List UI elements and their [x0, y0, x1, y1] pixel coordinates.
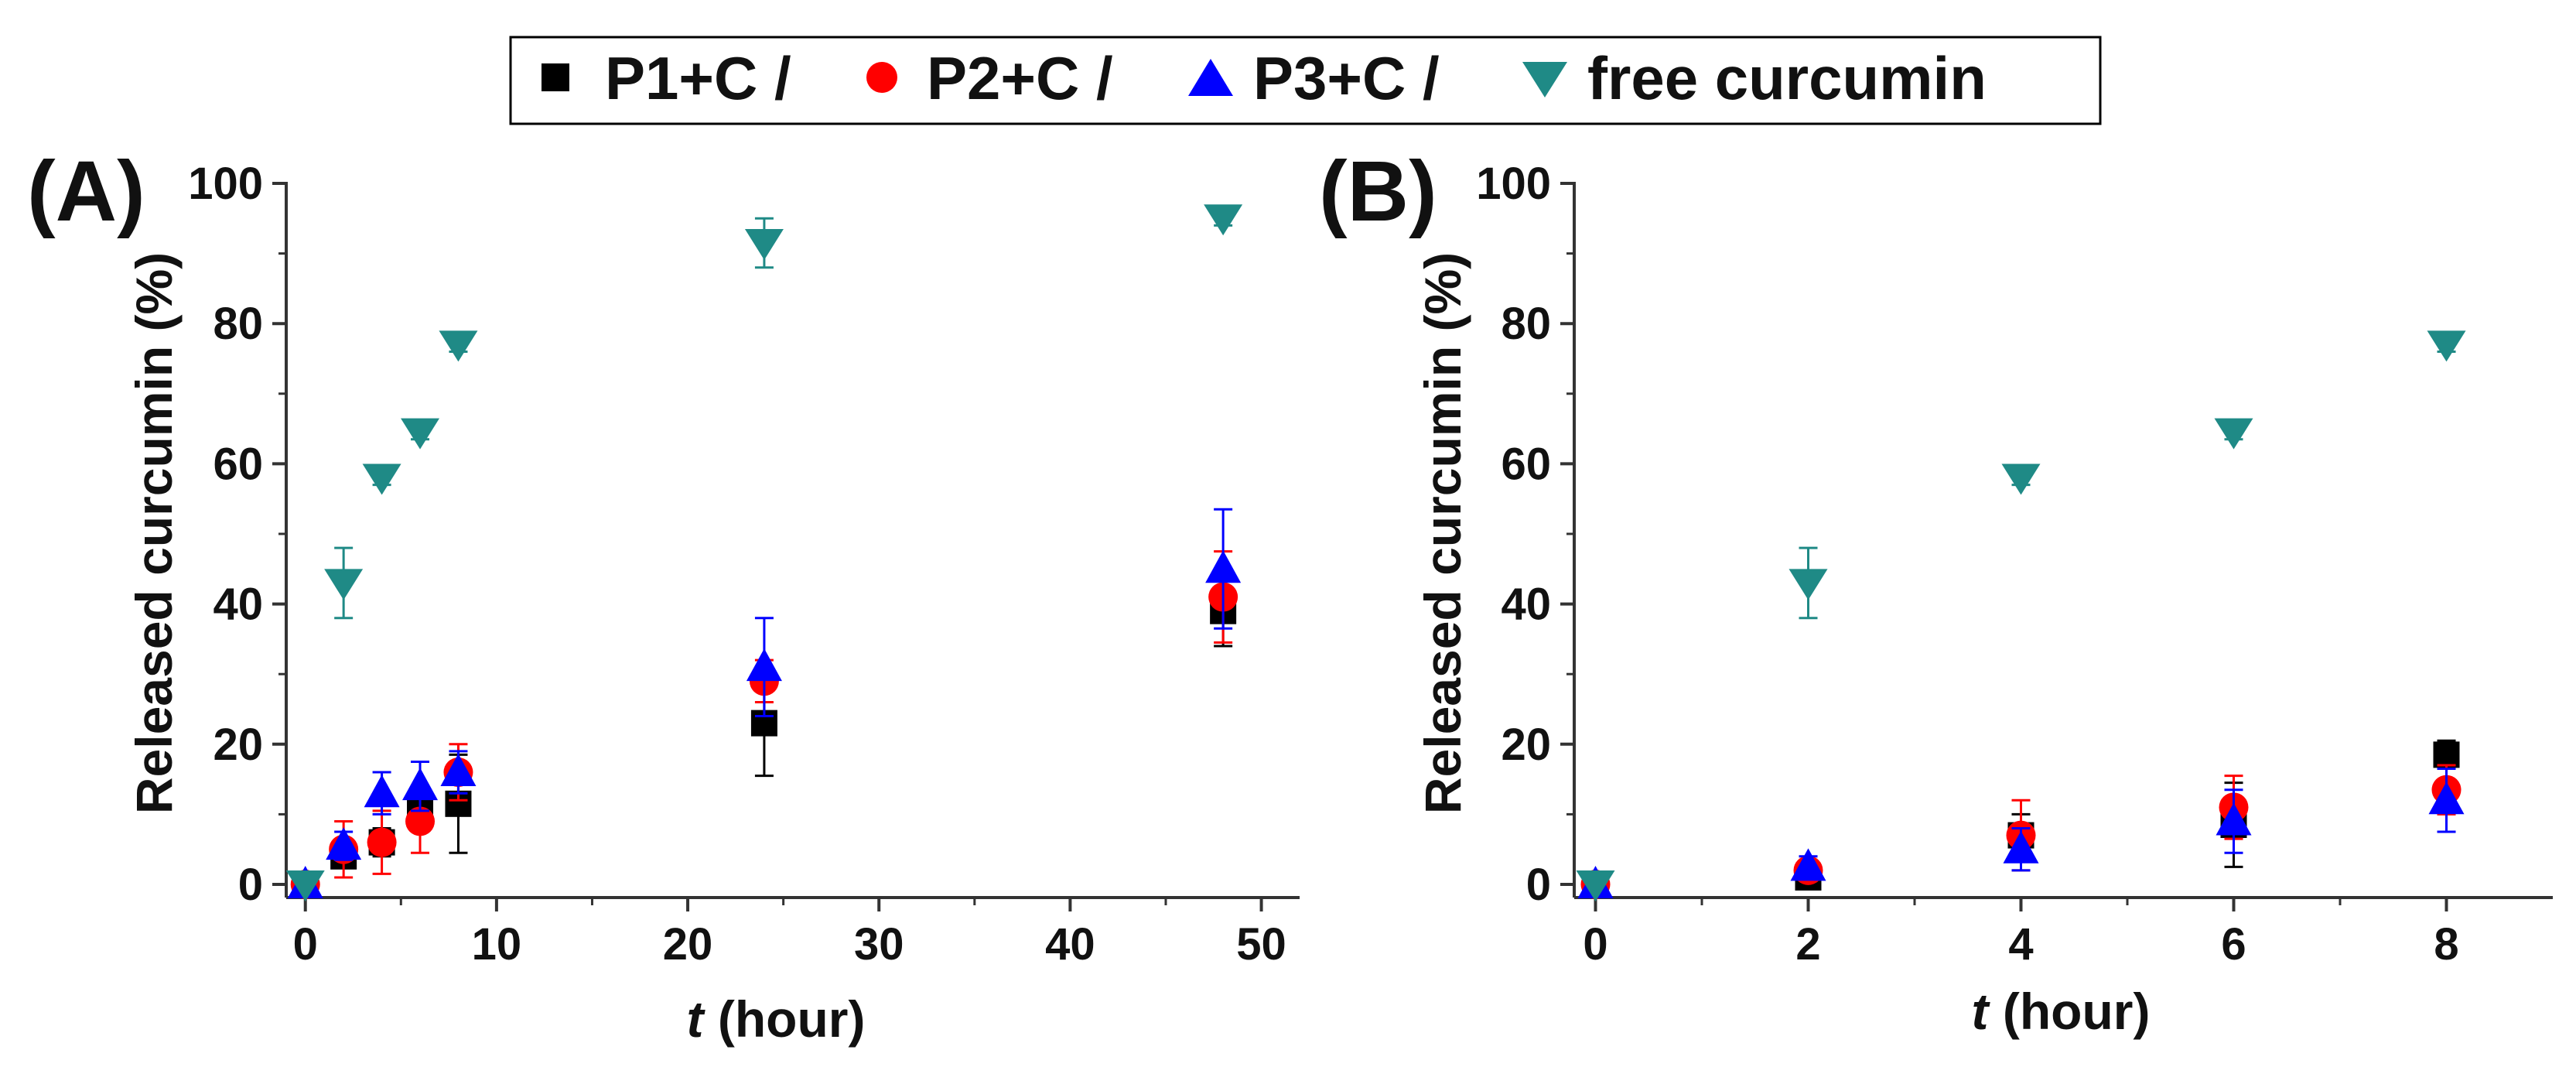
panel-b-point-p3 — [1790, 848, 1826, 881]
panel-a-xlabel-italic: t — [687, 990, 706, 1048]
panel-a-ytick-label: 0 — [238, 860, 263, 910]
panel-b-xlabel-italic: t — [1972, 983, 1991, 1040]
panel-b-ytick-label: 100 — [1476, 159, 1551, 209]
panel-b-series-p3 — [1577, 768, 2465, 898]
panel-b-series-free — [1576, 330, 2466, 901]
panel-b-ylabel: Released curcumin (%) — [1414, 252, 1471, 814]
panel-a-xlabel-rest: (hour) — [704, 990, 866, 1048]
panel-b-ytick-label: 20 — [1501, 720, 1551, 770]
panel-a-xtick-label: 30 — [854, 919, 904, 970]
panel-a-point-p2 — [405, 806, 436, 836]
panel-a-xtick-label: 50 — [1236, 919, 1286, 970]
panel-b-point-free — [2214, 418, 2253, 450]
panel-a-label: (A) — [27, 144, 145, 239]
panel-b-point-free — [2427, 330, 2466, 362]
panel-a-point-free — [362, 463, 401, 495]
panel-b-ytick-label: 80 — [1501, 299, 1551, 349]
panel-a-ylabel: Released curcumin (%) — [125, 252, 183, 814]
panel-b-xtick-label: 4 — [2008, 919, 2033, 970]
panel-a-point-free — [285, 870, 325, 901]
legend-label-free: free curcumin — [1587, 44, 1987, 112]
panel-a-plot: 0 20 40 60 80 100 0 10 20 30 40 50 — [188, 159, 1300, 970]
panel-b-xlabel: t (hour) — [1972, 983, 2151, 1040]
legend-marker-p2 — [866, 62, 897, 93]
panel-a-point-free — [1204, 204, 1243, 236]
panel-b-plot: 0 20 40 60 80 100 0 2 4 6 8 — [1476, 159, 2553, 970]
panel-a-series-free — [285, 204, 1243, 901]
panel-a-point-free — [439, 330, 478, 362]
panel-b-xtick-label: 2 — [1795, 919, 1820, 970]
panel-a-ytick-label: 80 — [213, 299, 263, 349]
panel-a-xtick-label: 0 — [293, 919, 318, 970]
panel-a-xlabel: t (hour) — [687, 990, 866, 1048]
panel-b-ytick-label: 0 — [1526, 860, 1551, 910]
legend-label-p1: P1+C / — [605, 44, 791, 112]
panel-b-xtick-label: 0 — [1583, 919, 1607, 970]
panel-a-ytick-label: 60 — [213, 439, 263, 489]
panel-a-point-p3 — [402, 768, 439, 801]
panel-b: (B) Released curcumin (%) t (hour) 02040… — [1319, 144, 2553, 1040]
panel-a-point-free — [401, 418, 440, 450]
panel-b-point-p3 — [2216, 802, 2252, 836]
panel-a-xtick-label: 40 — [1045, 919, 1095, 970]
panel-a: (A) Released curcumin (%) t (hour) 0 20 40… — [27, 144, 1300, 1048]
panel-a-point-p3 — [1205, 550, 1242, 583]
panel-a-ytick-label: 100 — [188, 159, 263, 209]
legend: P1+C / P2+C / P3+C / free curcumin — [509, 36, 2102, 125]
legend-label-p2: P2+C / — [927, 44, 1113, 112]
panel-b-point-free — [2001, 463, 2041, 495]
panel-a-point-free — [744, 229, 784, 261]
panel-a-xtick-label: 20 — [663, 919, 713, 970]
legend-marker-p3 — [1188, 59, 1233, 96]
panel-b-point-p3 — [2003, 830, 2039, 864]
panel-b-xtick-label: 6 — [2221, 919, 2246, 970]
panel-b-point-free — [1576, 870, 1615, 901]
legend-label-p3: P3+C / — [1253, 44, 1440, 112]
panel-b-point-p3 — [2428, 781, 2465, 815]
panel-a-series-p3 — [287, 508, 1242, 898]
legend-box — [509, 36, 2102, 125]
panel-b-point-free — [1789, 569, 1828, 600]
panel-b-xtick-label: 8 — [2434, 919, 2458, 970]
panel-a-ytick-label: 40 — [213, 580, 263, 630]
panel-a-point-p3 — [326, 827, 362, 860]
panel-a-point-p3 — [364, 775, 400, 808]
panel-a-point-p3 — [746, 648, 782, 682]
panel-b-xlabel-rest: (hour) — [1989, 983, 2151, 1040]
panel-b-ytick-label: 40 — [1501, 580, 1551, 630]
panel-b-label: (B) — [1319, 144, 1437, 239]
panel-b-ytick-label: 60 — [1501, 439, 1551, 489]
panel-a-point-free — [324, 569, 364, 600]
panel-a-point-p2 — [367, 827, 397, 857]
legend-marker-p1 — [542, 63, 569, 91]
legend-marker-free — [1522, 62, 1567, 97]
panel-a-point-p3 — [440, 754, 477, 787]
panel-a-xtick-label: 10 — [472, 919, 522, 970]
panel-b-point-p1 — [2433, 741, 2460, 768]
panel-a-ytick-label: 20 — [213, 720, 263, 770]
